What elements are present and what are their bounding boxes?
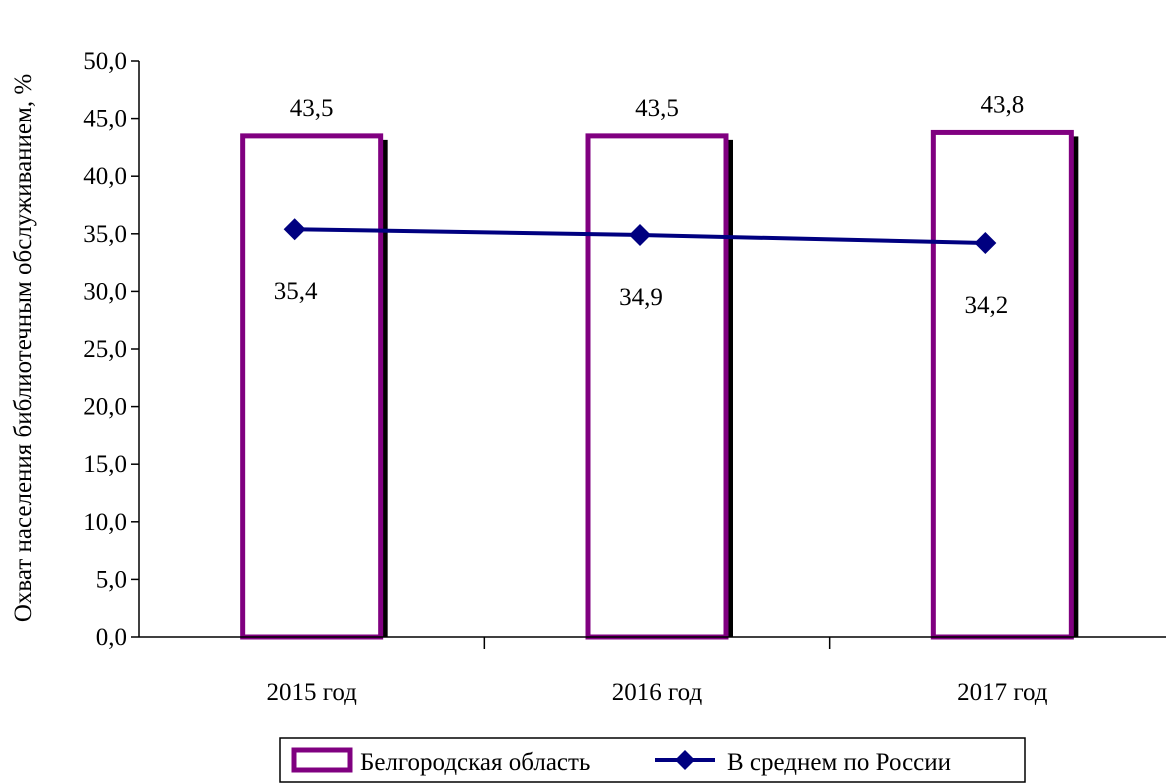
legend-label-line: В среднем по России xyxy=(727,749,951,776)
legend: Белгородская область В среднем по России xyxy=(279,737,1026,783)
x-tick-label: 2015 год xyxy=(266,679,357,706)
y-tick-label: 5,0 xyxy=(96,566,127,593)
line-data-label: 34,9 xyxy=(619,284,663,311)
line-data-label: 35,4 xyxy=(274,278,318,305)
y-axis-label: Охват населения библиотечным обслуживани… xyxy=(10,74,37,622)
y-axis-ticks: 0,0 5,0 10,0 15,0 20,0 25,0 30,0 35,0 40,0 45,0 50… xyxy=(83,48,139,651)
bar-data-label: 43,5 xyxy=(635,95,679,122)
y-tick-label: 45,0 xyxy=(83,106,127,133)
line-series xyxy=(283,218,997,255)
y-tick-label: 35,0 xyxy=(83,221,127,248)
x-tick-label: 2017 год xyxy=(957,679,1048,706)
bar xyxy=(240,133,384,640)
legend-label-bar: Белгородская область xyxy=(360,749,590,776)
y-tick-label: 25,0 xyxy=(83,336,127,363)
y-tick-label: 20,0 xyxy=(83,394,127,421)
legend-swatch-bar xyxy=(291,747,353,773)
x-tick-label: 2016 год xyxy=(612,679,703,706)
line-marker xyxy=(283,218,306,241)
bar xyxy=(930,129,1074,640)
bar xyxy=(585,133,729,640)
y-tick-label: 15,0 xyxy=(83,451,127,478)
y-tick-label: 10,0 xyxy=(83,509,127,536)
line-marker xyxy=(629,223,651,246)
x-axis-ticks: 2015 год 2016 год 2017 год xyxy=(266,637,1048,706)
y-tick-label: 50,0 xyxy=(83,48,127,75)
line-data-label: 34,2 xyxy=(964,292,1008,319)
bar-data-label: 43,8 xyxy=(980,91,1024,118)
y-tick-label: 0,0 xyxy=(96,624,127,651)
legend-box xyxy=(279,737,1026,783)
bar-data-label: 43,5 xyxy=(290,95,334,122)
y-tick-label: 30,0 xyxy=(83,278,127,305)
legend-diamond-marker xyxy=(675,750,695,770)
line-marker xyxy=(974,232,997,255)
bar-series xyxy=(240,129,1079,640)
y-tick-label: 40,0 xyxy=(83,163,127,190)
data-labels: 43,5 43,5 43,8 35,4 34,9 34,2 xyxy=(274,91,1024,319)
